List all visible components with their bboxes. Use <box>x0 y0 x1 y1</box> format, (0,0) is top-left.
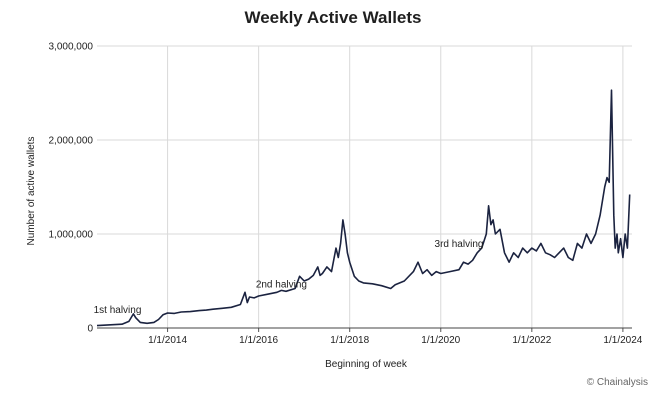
x-tick-label: 1/1/2022 <box>512 335 551 346</box>
y-tick-label: 0 <box>87 324 93 335</box>
x-tick-label: 1/1/2014 <box>148 335 187 346</box>
series-line-weekly-active-wallets <box>96 89 631 327</box>
annotations: 1st halving 2nd halving 3rd halving <box>94 239 484 316</box>
y-tick-label: 1,000,000 <box>49 230 94 241</box>
x-tick-label: 1/1/2016 <box>239 335 278 346</box>
y-axis-label: Number of active wallets <box>26 137 37 246</box>
chart-title: Weekly Active Wallets <box>244 8 422 27</box>
x-tick-label: 1/1/2024 <box>603 335 642 346</box>
y-tick-label: 3,000,000 <box>49 42 94 53</box>
y-tick-labels: 0 1,000,000 2,000,000 3,000,000 <box>49 42 94 335</box>
x-tick-label: 1/1/2020 <box>421 335 460 346</box>
halving-annotation: 2nd halving <box>256 280 307 291</box>
axes <box>97 327 632 332</box>
gridlines <box>97 45 632 329</box>
x-axis-label: Beginning of week <box>325 359 408 370</box>
halving-annotation: 1st halving <box>94 305 142 316</box>
y-tick-label: 2,000,000 <box>49 136 94 147</box>
x-tick-label: 1/1/2018 <box>330 335 369 346</box>
source-credit: © Chainalysis <box>586 377 648 388</box>
halving-annotation: 3rd halving <box>435 239 484 250</box>
x-tick-labels: 1/1/2014 1/1/2016 1/1/2018 1/1/2020 1/1/2022… <box>148 335 643 346</box>
